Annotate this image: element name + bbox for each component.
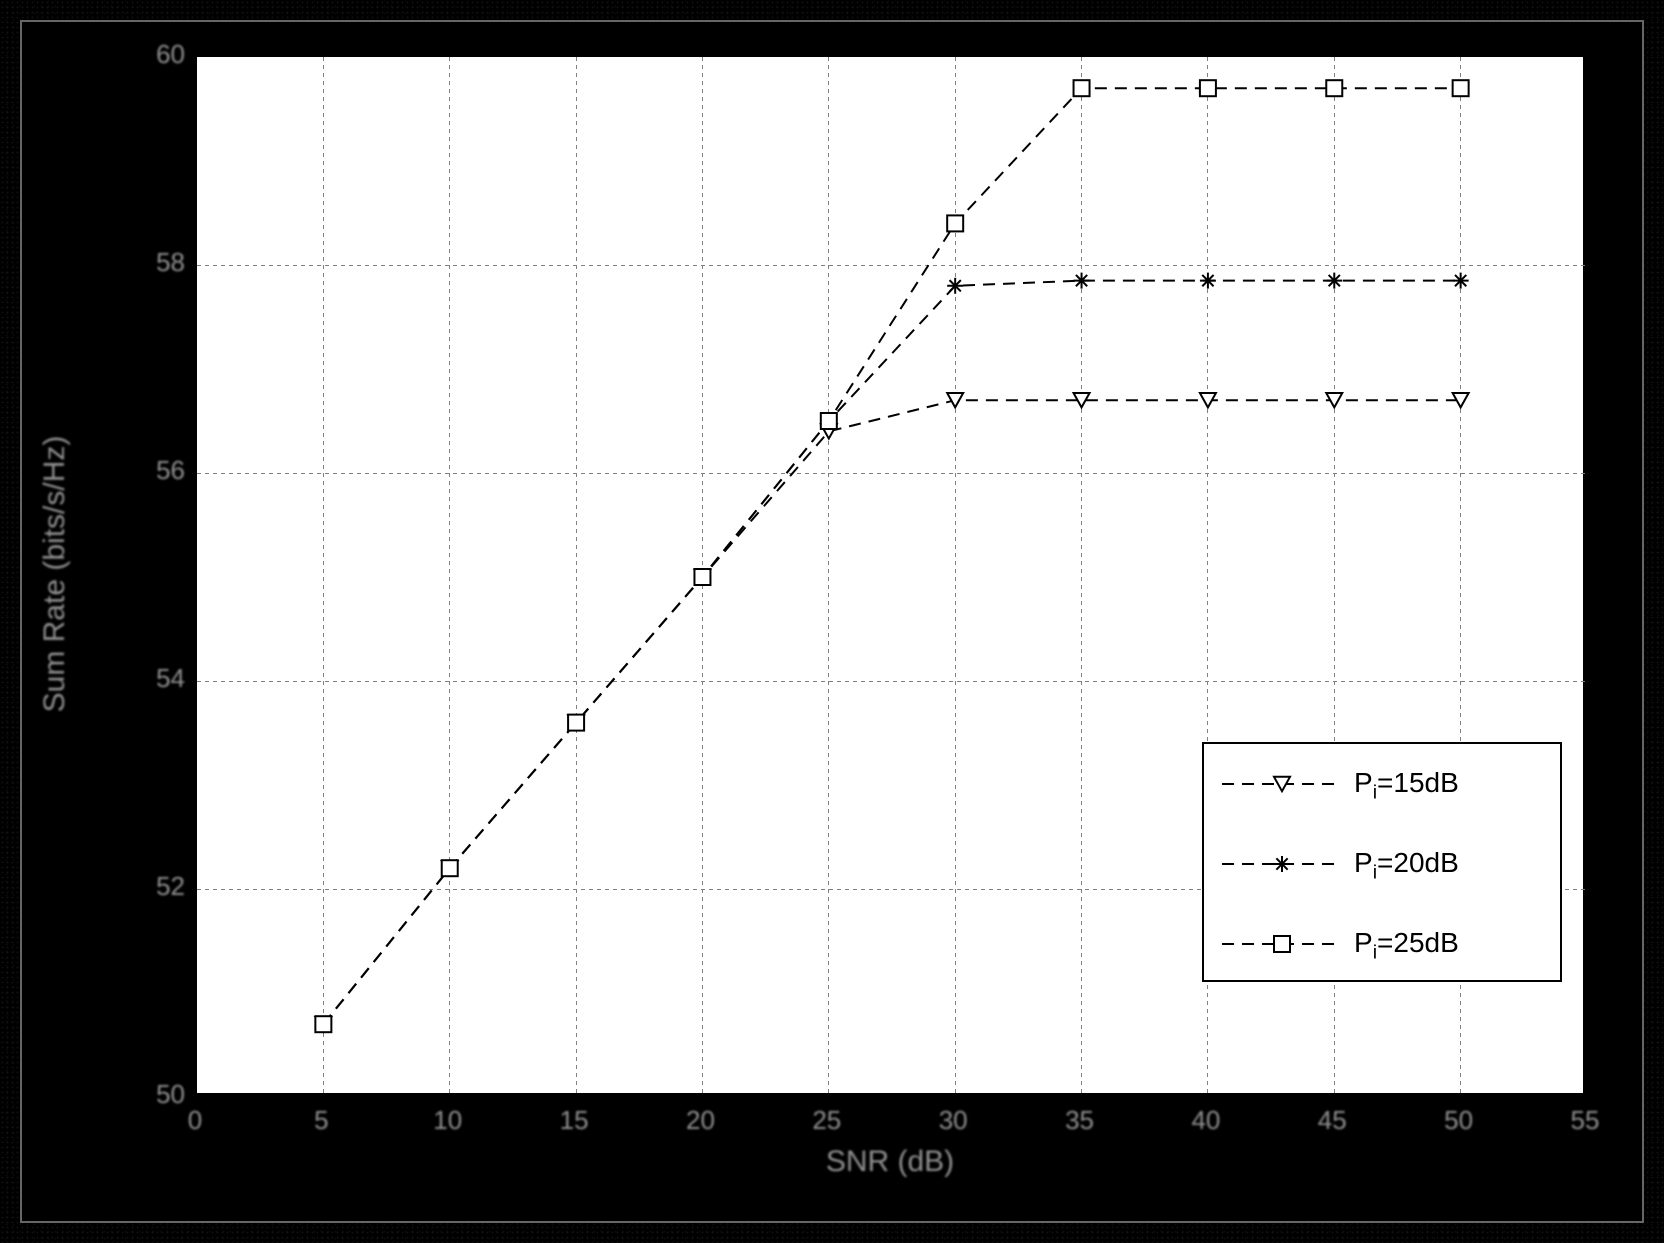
square-marker — [315, 1016, 331, 1032]
y-axis-label: Sum Rate (bits/s/Hz) — [38, 374, 72, 774]
ytick-label: 58 — [115, 247, 185, 278]
square-marker — [442, 860, 458, 876]
square-marker — [694, 569, 710, 585]
square-marker — [1326, 80, 1342, 96]
square-marker — [821, 413, 837, 429]
asterisk-marker — [947, 278, 963, 294]
xtick-label: 5 — [291, 1105, 351, 1136]
ytick-label: 56 — [115, 455, 185, 486]
square-marker — [1074, 80, 1090, 96]
xtick-label: 25 — [797, 1105, 857, 1136]
legend-label: Pi=20dB — [1354, 847, 1459, 885]
xtick-label: 40 — [1176, 1105, 1236, 1136]
xtick-label: 10 — [418, 1105, 478, 1136]
xtick-label: 35 — [1050, 1105, 1110, 1136]
xtick-label: 30 — [923, 1105, 983, 1136]
xtick-label: 50 — [1429, 1105, 1489, 1136]
square-marker — [1274, 936, 1290, 952]
x-axis-label: SNR (dB) — [790, 1145, 990, 1179]
legend-box: Pi=15dB Pi=20dB Pi=25dB — [1202, 742, 1562, 982]
legend-label: Pi=15dB — [1354, 767, 1459, 805]
square-marker — [1453, 80, 1469, 96]
xtick-label: 45 — [1302, 1105, 1362, 1136]
ytick-label: 52 — [115, 871, 185, 902]
asterisk-marker — [1453, 273, 1469, 289]
asterisk-marker — [1274, 856, 1290, 872]
asterisk-marker — [1074, 273, 1090, 289]
asterisk-marker — [1200, 273, 1216, 289]
plot-area: Pi=15dB Pi=20dB Pi=25dB — [195, 55, 1585, 1095]
xtick-label: 20 — [670, 1105, 730, 1136]
ytick-label: 50 — [115, 1079, 185, 1110]
legend-label: Pi=25dB — [1354, 927, 1459, 965]
square-marker — [1200, 80, 1216, 96]
asterisk-marker — [1326, 273, 1342, 289]
xtick-label: 55 — [1555, 1105, 1615, 1136]
ytick-label: 54 — [115, 663, 185, 694]
xtick-label: 15 — [544, 1105, 604, 1136]
ytick-label: 60 — [115, 39, 185, 70]
square-marker — [568, 715, 584, 731]
square-marker — [947, 215, 963, 231]
triangle-down-marker — [947, 393, 963, 407]
